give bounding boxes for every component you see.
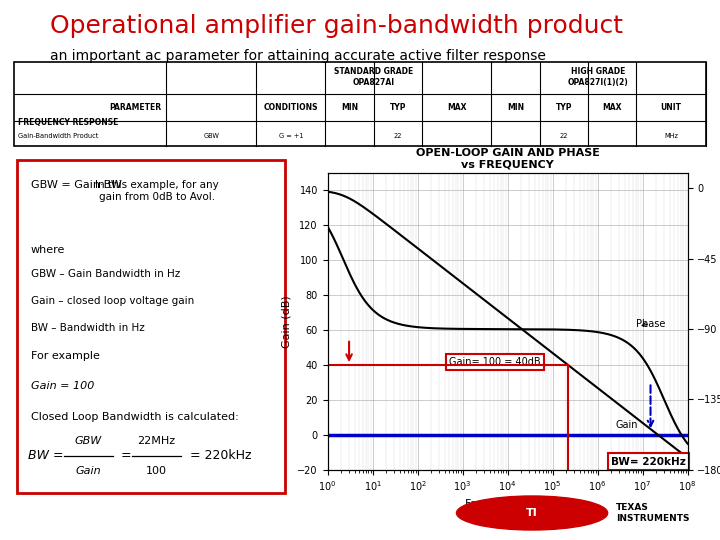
- Text: TEXAS
INSTRUMENTS: TEXAS INSTRUMENTS: [616, 503, 690, 523]
- Text: GBW – Gain Bandwidth in Hz: GBW – Gain Bandwidth in Hz: [31, 269, 180, 279]
- Text: 22: 22: [394, 133, 402, 139]
- Y-axis label: Gain (dB): Gain (dB): [282, 295, 292, 348]
- Text: UNIT: UNIT: [660, 103, 682, 112]
- Text: where: where: [31, 245, 66, 255]
- Text: Gain= 100 = 40dB: Gain= 100 = 40dB: [449, 357, 541, 367]
- Text: TI: TI: [526, 508, 538, 518]
- Text: Operational amplifier gain-bandwidth product: Operational amplifier gain-bandwidth pro…: [50, 14, 624, 38]
- Circle shape: [456, 496, 608, 530]
- Text: 22: 22: [559, 133, 568, 139]
- Text: Gain – closed loop voltage gain: Gain – closed loop voltage gain: [31, 296, 194, 306]
- Text: MIN: MIN: [341, 103, 358, 112]
- Text: TYP: TYP: [556, 103, 572, 112]
- Text: BW – Bandwidth in Hz: BW – Bandwidth in Hz: [31, 323, 145, 333]
- Text: MHz: MHz: [664, 133, 678, 139]
- Text: BW =: BW =: [28, 449, 63, 462]
- Text: =: =: [121, 449, 132, 462]
- Text: GBW: GBW: [75, 436, 102, 446]
- Text: HIGH GRADE
OPA827I(1)(2): HIGH GRADE OPA827I(1)(2): [568, 68, 629, 87]
- Text: TYP: TYP: [390, 103, 406, 112]
- Text: Gain-Bandwidth Product: Gain-Bandwidth Product: [18, 133, 98, 139]
- Text: Gain: Gain: [616, 420, 638, 430]
- Text: Phase: Phase: [636, 319, 665, 328]
- Text: Closed Loop Bandwidth is calculated:: Closed Loop Bandwidth is calculated:: [31, 411, 238, 422]
- Text: 100: 100: [146, 466, 167, 476]
- Text: an important ac parameter for attaining accurate active filter response: an important ac parameter for attaining …: [50, 49, 546, 63]
- Text: MIN: MIN: [507, 103, 524, 112]
- Text: MAX: MAX: [447, 103, 467, 112]
- Text: STANDARD GRADE
OPA827AI: STANDARD GRADE OPA827AI: [334, 68, 413, 87]
- Text: BW= 220kHz: BW= 220kHz: [611, 456, 686, 467]
- Text: In this example, for any
gain from 0dB to Avol.: In this example, for any gain from 0dB t…: [95, 180, 219, 202]
- Text: PARAMETER: PARAMETER: [109, 103, 161, 112]
- Text: 22MHz: 22MHz: [138, 436, 176, 446]
- Text: MAX: MAX: [603, 103, 622, 112]
- Text: FREQUENCY RESPONSE: FREQUENCY RESPONSE: [18, 118, 118, 127]
- Text: Gain = 100: Gain = 100: [31, 381, 94, 391]
- X-axis label: Frequency (Hz): Frequency (Hz): [465, 499, 550, 509]
- Text: For example: For example: [31, 350, 99, 361]
- Text: CONDITIONS: CONDITIONS: [264, 103, 318, 112]
- Text: GBW = Gain·BW: GBW = Gain·BW: [31, 180, 122, 191]
- Text: GBW: GBW: [204, 133, 220, 139]
- Text: G = +1: G = +1: [279, 133, 303, 139]
- Text: Gain: Gain: [76, 466, 101, 476]
- Text: = 220kHz: = 220kHz: [189, 449, 251, 462]
- Title: OPEN-LOOP GAIN AND PHASE
vs FREQUENCY: OPEN-LOOP GAIN AND PHASE vs FREQUENCY: [415, 147, 600, 169]
